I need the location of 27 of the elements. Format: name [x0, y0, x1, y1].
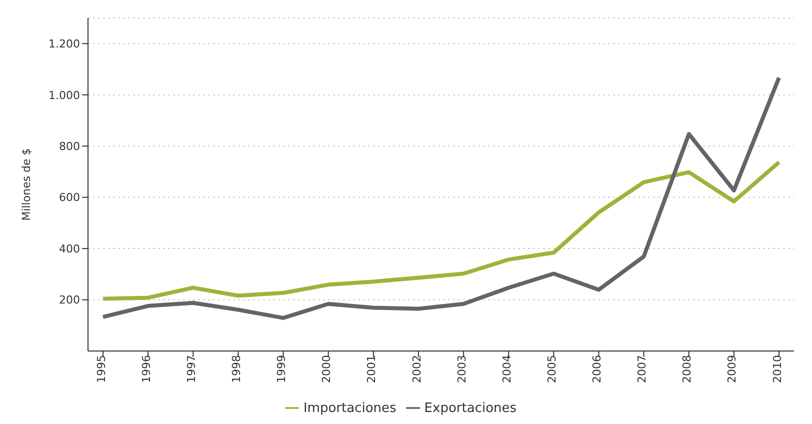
y-tick-label: 600 [59, 191, 80, 204]
x-tick-label: 2000 [320, 355, 334, 383]
x-tick-label: 2004 [500, 355, 514, 383]
x-tick-label: 1996 [140, 355, 153, 383]
x-tick-label: 1997 [184, 355, 198, 383]
line-series [101, 76, 781, 320]
y-tick-label: 400 [59, 242, 80, 256]
y-tick-label: 800 [59, 140, 80, 153]
x-tick-label: 2009 [726, 355, 739, 383]
x-tick-label: 2007 [636, 355, 649, 383]
y-tick-label: 200 [59, 294, 80, 307]
legend-label: Exportaciones [424, 401, 517, 416]
y-tick-label: 1.000 [48, 88, 80, 102]
x-tick-label: 1999 [275, 355, 288, 383]
line-series [101, 160, 781, 301]
x-tick-label: 2005 [545, 355, 558, 383]
x-tick-label: 2001 [365, 355, 378, 383]
x-tick-label: 1995 [94, 355, 108, 383]
x-tick-label: 2008 [680, 355, 694, 383]
y-tick-label: 1.200 [48, 38, 80, 51]
legend-label: Importaciones [303, 401, 396, 416]
x-tick-label: 1998 [230, 355, 244, 383]
x-tick-label: 2006 [590, 355, 604, 383]
x-tick-label: 2003 [455, 355, 468, 383]
x-tick-label: 2010 [770, 355, 784, 383]
y-axis-title: Millones de $ [20, 148, 33, 221]
x-tick-label: 2002 [410, 355, 424, 383]
